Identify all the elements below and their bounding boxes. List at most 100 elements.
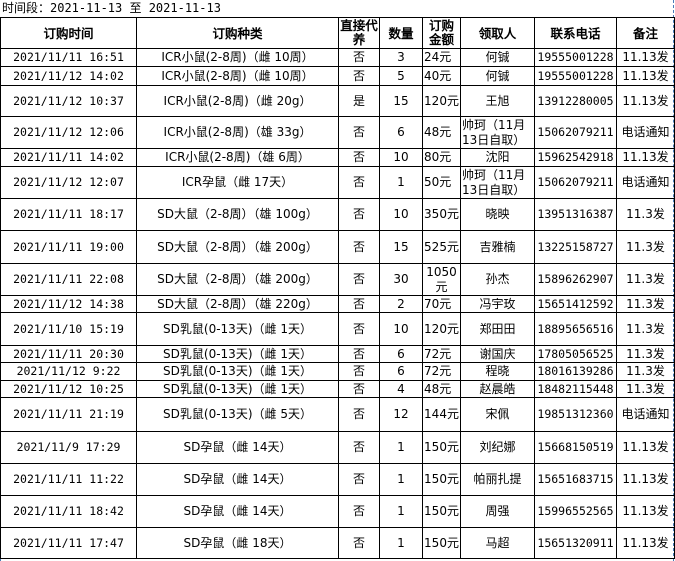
cell-amount[interactable]: 350元 [422,198,461,231]
cell-order-time[interactable]: 2021/11/11 14:02 [0,148,137,167]
cell-order-time[interactable]: 2021/11/11 21:19 [0,397,137,432]
cell-direct-care[interactable]: 否 [338,48,380,67]
cell-amount[interactable]: 150元 [422,527,461,559]
header-order-type[interactable]: 订购种类 [136,17,339,49]
cell-phone[interactable]: 15896262907 [534,263,617,296]
cell-direct-care[interactable]: 否 [338,495,380,528]
cell-quantity[interactable]: 10 [379,148,423,167]
cell-amount[interactable]: 24元 [422,48,461,67]
cell-order-type[interactable]: SD乳鼠(0-13天)（雌 1天） [136,345,339,363]
header-direct-care[interactable]: 直接代养 [338,17,380,49]
cell-direct-care[interactable]: 否 [338,166,380,199]
cell-recipient[interactable]: 谢国庆 [460,345,535,363]
header-phone[interactable]: 联系电话 [534,17,617,49]
cell-phone[interactable]: 15062079211 [534,166,617,199]
cell-phone[interactable]: 13912280005 [534,85,617,117]
cell-phone[interactable]: 19555001228 [534,66,617,86]
cell-amount[interactable]: 48元 [422,380,461,398]
header-order-time[interactable]: 订购时间 [0,17,137,49]
cell-order-type[interactable]: SD乳鼠(0-13天)（雌 1天） [136,362,339,381]
cell-recipient[interactable]: 何铖 [460,48,535,67]
cell-quantity[interactable]: 10 [379,312,423,346]
cell-note[interactable]: 11.3发 [616,230,675,264]
cell-quantity[interactable]: 12 [379,397,423,432]
cell-recipient[interactable]: 王旭 [460,85,535,117]
cell-phone[interactable]: 15962542918 [534,148,617,167]
cell-direct-care[interactable]: 否 [338,230,380,264]
cell-quantity[interactable]: 2 [379,295,423,313]
cell-order-type[interactable]: SD乳鼠(0-13天)（雌 1天） [136,312,339,346]
cell-quantity[interactable]: 4 [379,380,423,398]
cell-recipient[interactable]: 吉雅楠 [460,230,535,264]
header-note[interactable]: 备注 [616,17,675,49]
cell-phone[interactable]: 17805056525 [534,345,617,363]
cell-direct-care[interactable]: 否 [338,463,380,496]
cell-direct-care[interactable]: 否 [338,66,380,86]
cell-order-type[interactable]: ICR小鼠(2-8周)（雌 20g） [136,85,339,117]
cell-direct-care[interactable]: 否 [338,362,380,381]
header-recipient[interactable]: 领取人 [460,17,535,49]
cell-phone[interactable]: 19555001228 [534,48,617,67]
cell-note[interactable]: 11.13发 [616,148,675,167]
cell-amount[interactable]: 50元 [422,166,461,199]
cell-note[interactable]: 11.3发 [616,362,675,381]
cell-order-time[interactable]: 2021/11/12 9:22 [0,362,137,381]
cell-order-time[interactable]: 2021/11/12 14:02 [0,66,137,86]
cell-order-time[interactable]: 2021/11/12 14:38 [0,295,137,313]
cell-order-type[interactable]: SD大鼠（2-8周）（雄 100g） [136,198,339,231]
cell-phone[interactable]: 18016139286 [534,362,617,381]
cell-note[interactable]: 电话通知 [616,116,675,149]
cell-quantity[interactable]: 1 [379,166,423,199]
cell-recipient[interactable]: 周强 [460,495,535,528]
cell-direct-care[interactable]: 否 [338,198,380,231]
cell-recipient[interactable]: 帅珂（11月13日自取） [460,166,535,199]
cell-order-type[interactable]: ICR小鼠(2-8周)（雌 10周） [136,48,339,67]
cell-order-type[interactable]: SD孕鼠（雌 14天） [136,463,339,496]
cell-amount[interactable]: 80元 [422,148,461,167]
cell-note[interactable]: 11.13发 [616,527,675,559]
cell-phone[interactable]: 15651412592 [534,295,617,313]
cell-recipient[interactable]: 帕丽扎提 [460,463,535,496]
cell-amount[interactable]: 150元 [422,495,461,528]
cell-quantity[interactable]: 10 [379,198,423,231]
cell-quantity[interactable]: 1 [379,463,423,496]
cell-order-type[interactable]: SD孕鼠（雌 18天） [136,527,339,559]
header-quantity[interactable]: 数量 [379,17,423,49]
cell-note[interactable]: 11.3发 [616,345,675,363]
cell-order-time[interactable]: 2021/11/11 22:08 [0,263,137,296]
cell-quantity[interactable]: 30 [379,263,423,296]
cell-direct-care[interactable]: 否 [338,397,380,432]
cell-note[interactable]: 11.13发 [616,495,675,528]
cell-recipient[interactable]: 冯宇玫 [460,295,535,313]
cell-note[interactable]: 11.13发 [616,463,675,496]
cell-direct-care[interactable]: 否 [338,345,380,363]
cell-quantity[interactable]: 1 [379,495,423,528]
cell-order-time[interactable]: 2021/11/9 17:29 [0,431,137,464]
cell-order-type[interactable]: ICR孕鼠（雌 17天） [136,166,339,199]
cell-note[interactable]: 11.13发 [616,66,675,86]
cell-quantity[interactable]: 15 [379,85,423,117]
cell-phone[interactable]: 13225158727 [534,230,617,264]
cell-direct-care[interactable]: 是 [338,85,380,117]
cell-amount[interactable]: 144元 [422,397,461,432]
cell-note[interactable]: 11.13发 [616,85,675,117]
cell-order-type[interactable]: SD孕鼠（雌 14天） [136,431,339,464]
cell-recipient[interactable]: 郑田田 [460,312,535,346]
cell-amount[interactable]: 120元 [422,85,461,117]
cell-quantity[interactable]: 6 [379,345,423,363]
cell-amount[interactable]: 70元 [422,295,461,313]
cell-amount[interactable]: 150元 [422,463,461,496]
cell-note[interactable]: 11.13发 [616,48,675,67]
cell-order-time[interactable]: 2021/11/12 10:25 [0,380,137,398]
cell-order-type[interactable]: ICR小鼠(2-8周)（雄 33g） [136,116,339,149]
cell-phone[interactable]: 18895656516 [534,312,617,346]
cell-recipient[interactable]: 帅珂（11月13日自取） [460,116,535,149]
cell-note[interactable]: 11.3发 [616,312,675,346]
cell-quantity[interactable]: 1 [379,527,423,559]
cell-note[interactable]: 11.3发 [616,295,675,313]
cell-recipient[interactable]: 赵晨皓 [460,380,535,398]
cell-phone[interactable]: 13951316387 [534,198,617,231]
cell-quantity[interactable]: 3 [379,48,423,67]
cell-phone[interactable]: 15651320911 [534,527,617,559]
cell-phone[interactable]: 19851312360 [534,397,617,432]
